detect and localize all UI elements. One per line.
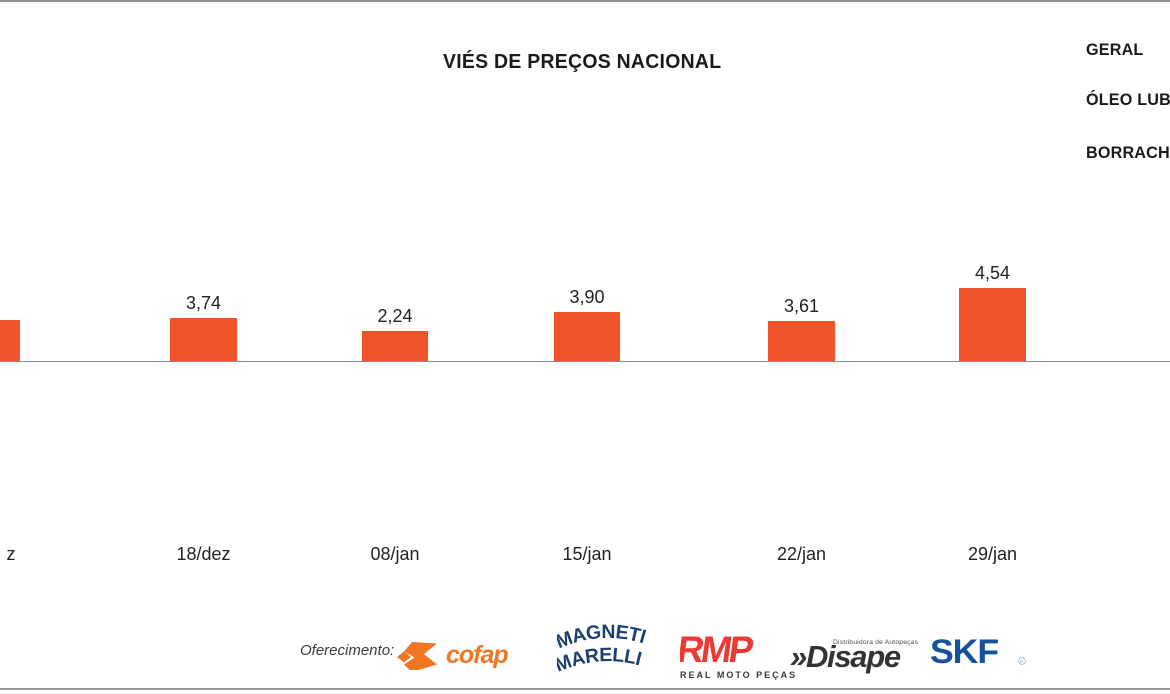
svg-text:Distribuidora de Autopeças: Distribuidora de Autopeças <box>833 639 919 646</box>
svg-text:cofap: cofap <box>446 641 508 669</box>
svg-text:SKF: SKF <box>930 636 999 668</box>
svg-text:R: R <box>1020 659 1024 664</box>
svg-text:RMP: RMP <box>680 632 756 670</box>
